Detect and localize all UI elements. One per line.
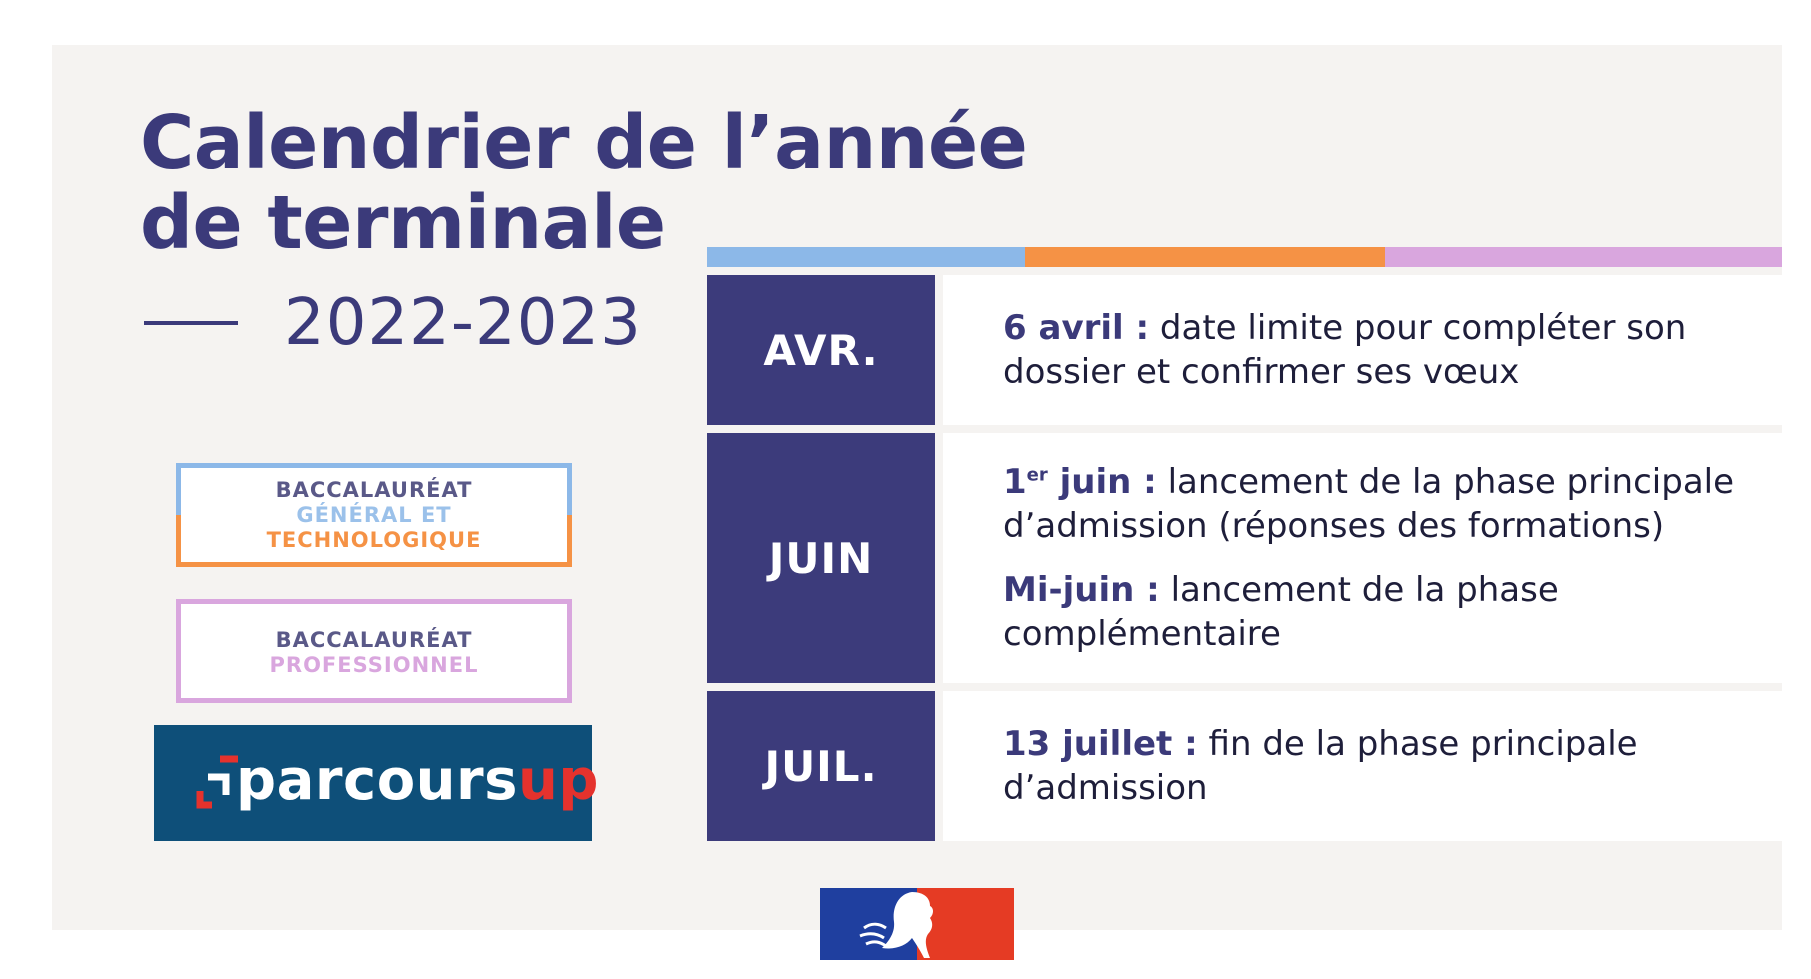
entry-date: 13 juillet :	[1003, 724, 1198, 764]
parcoursup-word-part-1: parcours	[236, 748, 518, 813]
entry-date: 6 avril :	[1003, 308, 1150, 348]
bac-general-line-1: BACCALAURÉAT	[275, 478, 473, 502]
title-line-1: Calendrier de l’année	[140, 100, 1028, 186]
bac-pro-badge: BACCALAURÉAT PROFESSIONNEL	[176, 599, 572, 703]
entry-date-number: 1	[1003, 462, 1027, 502]
bac-general-line-3: TECHNOLOGIQUE	[266, 528, 482, 552]
calendar-entry: Mi-juin : lancement de la phase compléme…	[1003, 568, 1782, 656]
school-year: 2022-2023	[284, 286, 642, 360]
month-label: AVR.	[707, 275, 935, 425]
month-label: JUIL.	[707, 691, 935, 841]
page-title: Calendrier de l’année de terminale	[140, 100, 1028, 266]
entry-text: lancement de la phase principale d’admis…	[1003, 462, 1735, 546]
parcoursup-wordmark: parcoursup	[236, 745, 599, 817]
color-bar	[707, 247, 1782, 267]
row-content: 1er juin : lancement de la phase princip…	[943, 433, 1782, 683]
calendar-row-june: JUIN 1er juin : lancement de la phase pr…	[707, 433, 1782, 683]
color-bar-pink	[1385, 247, 1782, 267]
calendar-entry: 13 juillet : fin de la phase principale …	[1003, 722, 1782, 810]
entry-date-suffix: er	[1026, 464, 1048, 486]
row-content: 6 avril : date limite pour compléter son…	[943, 275, 1782, 425]
entry-text: fin de la phase principale d’admission	[1003, 724, 1638, 808]
color-bar-blue	[707, 247, 1025, 267]
color-bar-orange	[1025, 247, 1385, 267]
slide: Calendrier de l’année de terminale 2022-…	[52, 45, 1782, 930]
bac-general-badge: BACCALAURÉAT GÉNÉRAL ET TECHNOLOGIQUE	[176, 463, 572, 567]
marianne-logo	[820, 888, 1014, 960]
calendar-entry: 1er juin : lancement de la phase princip…	[1003, 460, 1782, 548]
calendar-row-july: JUIL. 13 juillet : fin de la phase princ…	[707, 691, 1782, 841]
entry-date-rest: juin :	[1047, 462, 1157, 502]
entry-date: Mi-juin :	[1003, 570, 1160, 610]
entry-text: date limite pour compléter son dossier e…	[1003, 308, 1687, 392]
row-content: 13 juillet : fin de la phase principale …	[943, 691, 1782, 841]
parcoursup-arrow-icon	[196, 755, 238, 809]
entry-date: 1er juin :	[1003, 462, 1157, 502]
parcoursup-word-part-2: up	[517, 748, 599, 813]
bac-general-line-2: GÉNÉRAL ET	[296, 503, 452, 527]
calendar-entry: 6 avril : date limite pour compléter son…	[1003, 306, 1782, 394]
bac-pro-line-2: PROFESSIONNEL	[269, 653, 479, 677]
calendar-row-april: AVR. 6 avril : date limite pour compléte…	[707, 275, 1782, 425]
month-label: JUIN	[707, 433, 935, 683]
entry-text: lancement de la phase complémentaire	[1003, 570, 1559, 654]
year-dash	[144, 321, 238, 325]
title-line-2: de terminale	[140, 180, 666, 266]
bac-pro-line-1: BACCALAURÉAT	[275, 628, 473, 652]
parcoursup-logo: parcoursup	[154, 725, 598, 841]
